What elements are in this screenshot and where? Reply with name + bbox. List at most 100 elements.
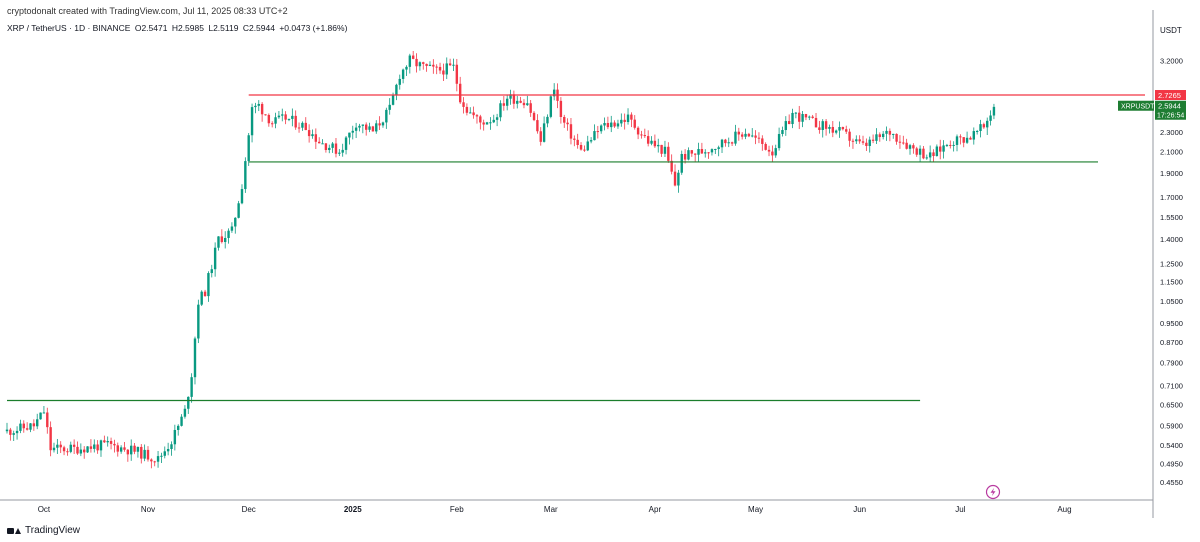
- candle: [224, 231, 227, 249]
- candle: [321, 139, 324, 145]
- candle: [452, 58, 455, 71]
- candle: [301, 121, 304, 131]
- candle: [583, 145, 586, 152]
- candle: [700, 142, 704, 154]
- time-tick-label: Aug: [1057, 505, 1071, 514]
- candle: [868, 136, 871, 153]
- candle: [559, 97, 563, 124]
- candle: [771, 145, 774, 163]
- candle: [925, 154, 928, 160]
- candle: [885, 126, 888, 141]
- candle: [680, 150, 683, 175]
- tradingview-logo-icon: [7, 526, 21, 536]
- candle: [569, 118, 573, 145]
- candle: [969, 136, 972, 140]
- candle: [657, 138, 660, 153]
- candle: [643, 128, 647, 138]
- countdown-label: 17:26:54: [1157, 113, 1184, 120]
- candle: [965, 131, 969, 144]
- candle: [905, 138, 908, 150]
- candle: [818, 120, 821, 134]
- candle: [314, 128, 318, 149]
- candle: [687, 147, 690, 161]
- candle: [838, 121, 841, 138]
- change-value: +0.0473 (+1.86%): [279, 23, 348, 33]
- candle: [979, 119, 982, 138]
- candle: [620, 113, 623, 127]
- candle: [922, 146, 925, 160]
- candle: [932, 149, 935, 162]
- candle: [566, 118, 569, 131]
- candle: [512, 90, 516, 109]
- candle: [230, 222, 234, 233]
- candle: [133, 443, 136, 455]
- candle: [855, 135, 858, 145]
- candle: [831, 121, 835, 138]
- candle: [277, 110, 281, 119]
- candle: [445, 57, 448, 80]
- candle: [529, 100, 532, 117]
- candle: [207, 271, 210, 302]
- time-tick-label: Apr: [649, 505, 662, 514]
- candle: [89, 439, 93, 453]
- candle: [526, 95, 529, 106]
- candle: [747, 132, 751, 138]
- candle: [83, 446, 86, 459]
- candle: [875, 128, 878, 145]
- candle: [898, 135, 902, 149]
- candle: [693, 153, 697, 162]
- candle: [791, 108, 794, 129]
- candle: [405, 65, 408, 77]
- candle: [834, 129, 838, 135]
- candle: [15, 426, 19, 440]
- time-tick-label: May: [748, 505, 763, 514]
- candle: [650, 136, 653, 146]
- candle: [509, 89, 512, 105]
- tradingview-footer[interactable]: TradingView: [7, 525, 80, 536]
- candle: [912, 143, 915, 154]
- candle: [66, 448, 69, 456]
- candle: [646, 130, 650, 147]
- candle: [244, 157, 247, 193]
- time-tick-label: Jun: [853, 505, 866, 514]
- candle: [220, 229, 224, 244]
- candle: [274, 112, 277, 129]
- candle: [774, 144, 777, 158]
- symbol-title[interactable]: XRP / TetherUS · 1D · BINANCE: [7, 23, 131, 33]
- candle: [690, 149, 694, 157]
- price-tick-label: 1.7000: [1160, 193, 1183, 202]
- candle: [56, 438, 59, 454]
- candle: [606, 116, 610, 130]
- candle: [136, 446, 140, 458]
- candle: [311, 129, 314, 139]
- candle: [767, 145, 771, 157]
- candle: [710, 148, 714, 156]
- candle: [213, 242, 217, 277]
- candle: [109, 437, 113, 450]
- candle: [636, 126, 640, 140]
- candle: [697, 142, 700, 163]
- time-tick-label: Nov: [141, 505, 155, 514]
- candle: [203, 289, 207, 297]
- candle: [593, 124, 596, 141]
- candle: [895, 133, 898, 145]
- lightning-icon[interactable]: [985, 484, 1001, 500]
- candle: [197, 299, 200, 344]
- candle: [939, 139, 942, 160]
- open-value: O2.5471: [134, 23, 168, 33]
- candle: [354, 122, 358, 139]
- price-tick-label: 1.9000: [1160, 169, 1183, 178]
- candle: [375, 120, 378, 134]
- price-tick-label: 0.7100: [1160, 382, 1183, 391]
- candle: [9, 427, 12, 441]
- candle: [764, 142, 767, 151]
- candle: [284, 111, 287, 125]
- candle: [787, 114, 791, 125]
- candle: [143, 444, 146, 462]
- candle: [811, 114, 814, 119]
- symbol-ohlc-legend: XRP / TetherUS · 1D · BINANCE O2.5471 H2…: [7, 23, 349, 33]
- candle: [32, 419, 36, 431]
- candle: [505, 94, 509, 111]
- candle: [959, 134, 962, 145]
